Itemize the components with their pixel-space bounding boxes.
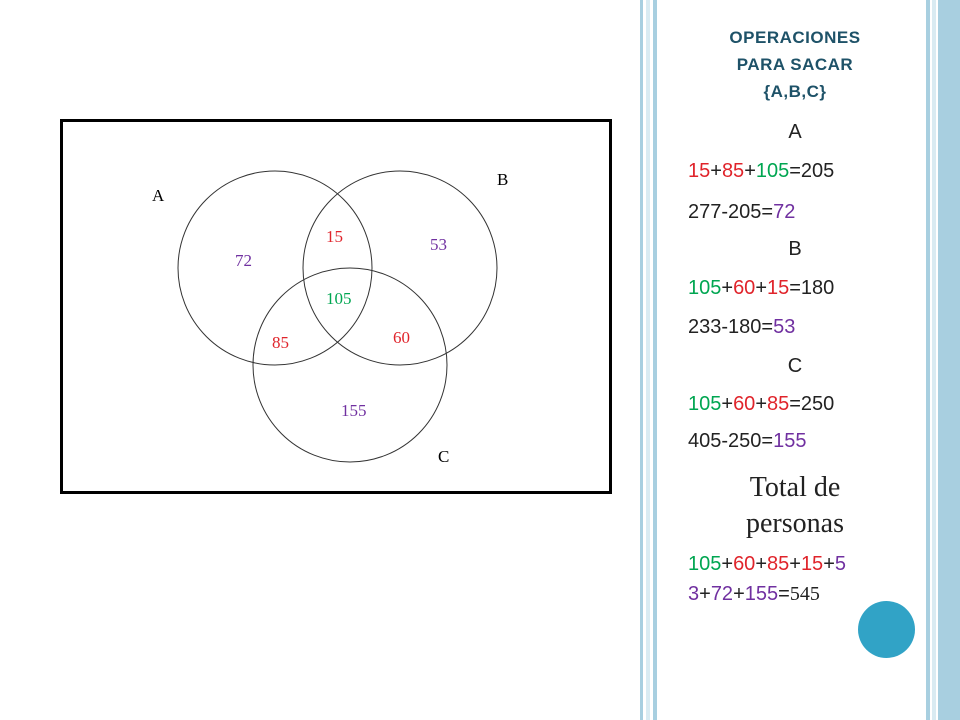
set-a-sum: 15+85+105=205 — [688, 160, 834, 183]
heading-line-3: {A,B,C} — [763, 82, 827, 101]
set-b-diff: 233-180=53 — [688, 316, 795, 339]
expression: 405-250= — [688, 430, 774, 452]
term: 105 — [688, 393, 722, 415]
region-ab: 15 — [326, 227, 343, 246]
region-a-only: 72 — [235, 251, 252, 270]
divider-bar-left-3 — [653, 0, 657, 720]
region-abc: 105 — [326, 289, 352, 308]
result: 155 — [773, 430, 807, 452]
plus: + — [733, 583, 745, 605]
set-c-sum: 105+60+85=250 — [688, 393, 834, 416]
region-bc: 60 — [393, 328, 410, 347]
term: 85 — [767, 393, 790, 415]
region-b-only: 53 — [430, 235, 447, 254]
expression: 233-180= — [688, 316, 774, 338]
divider-bar-left-1 — [640, 0, 643, 720]
plus: + — [710, 160, 722, 182]
term: 15 — [688, 160, 711, 182]
total-title-line-1: Total de — [749, 472, 841, 503]
total-result: 545 — [789, 583, 820, 605]
plus: + — [721, 553, 734, 575]
set-b-sum: 105+60+15=180 — [688, 277, 834, 300]
divider-bar-right-3 — [938, 0, 960, 720]
divider-bar-right-2 — [932, 0, 936, 720]
result: =180 — [789, 277, 835, 299]
plus: + — [744, 160, 756, 182]
equals: = — [778, 583, 790, 605]
set-b-circle — [302, 170, 498, 366]
plus: + — [755, 277, 767, 299]
operations-panel: OPERACIONES PARA SACAR {A,B,C} A 15+85+1… — [664, 0, 926, 720]
term: 105 — [688, 277, 722, 299]
plus: + — [755, 553, 767, 575]
total-sum-line-2: 3+72+155=545 — [688, 583, 820, 606]
term: 105 — [688, 553, 722, 575]
set-a-diff: 277-205=72 — [688, 201, 795, 224]
set-a-title: A — [788, 121, 802, 143]
region-ac: 85 — [272, 333, 289, 352]
plus: + — [699, 583, 711, 605]
term: 85 — [767, 553, 790, 575]
result: =250 — [789, 393, 835, 415]
heading-line-2: PARA SACAR — [736, 55, 854, 74]
set-a-label: A — [152, 186, 165, 205]
set-a-circle — [177, 170, 373, 366]
term: 155 — [744, 583, 779, 605]
divider-bar-left-2 — [646, 0, 650, 720]
set-c-label: C — [438, 447, 449, 466]
set-b-title: B — [788, 238, 802, 260]
term: 60 — [733, 277, 756, 299]
term: 72 — [710, 583, 734, 605]
region-c-only: 155 — [341, 401, 367, 420]
total-title: Total de personas — [664, 470, 926, 542]
total-sum-line-1: 105+60+85+15+5 — [688, 553, 846, 576]
set-b-label: B — [497, 170, 508, 189]
heading-line-1: OPERACIONES — [729, 28, 861, 47]
total-title-line-2: personas — [746, 508, 844, 539]
set-c-title: C — [787, 355, 803, 377]
term: 15 — [800, 553, 824, 575]
plus: + — [823, 553, 835, 575]
accent-dot — [858, 601, 915, 658]
term: 3 — [688, 583, 700, 605]
term: 60 — [733, 553, 756, 575]
plus: + — [721, 393, 734, 415]
divider-bar-right-1 — [926, 0, 930, 720]
plus: + — [789, 553, 801, 575]
set-c-circle — [252, 267, 448, 463]
term: 5 — [834, 553, 846, 575]
plus: + — [755, 393, 767, 415]
plus: + — [721, 277, 734, 299]
term: 60 — [733, 393, 756, 415]
panel-heading: OPERACIONES PARA SACAR {A,B,C} — [664, 24, 926, 105]
term: 105 — [755, 160, 790, 182]
result: 72 — [773, 201, 796, 223]
result: =205 — [789, 160, 835, 182]
term: 15 — [767, 277, 790, 299]
expression: 277-205= — [688, 201, 774, 223]
set-c-diff: 405-250=155 — [688, 430, 806, 453]
venn-frame — [60, 119, 612, 494]
term: 85 — [721, 160, 745, 182]
result: 53 — [773, 316, 796, 338]
